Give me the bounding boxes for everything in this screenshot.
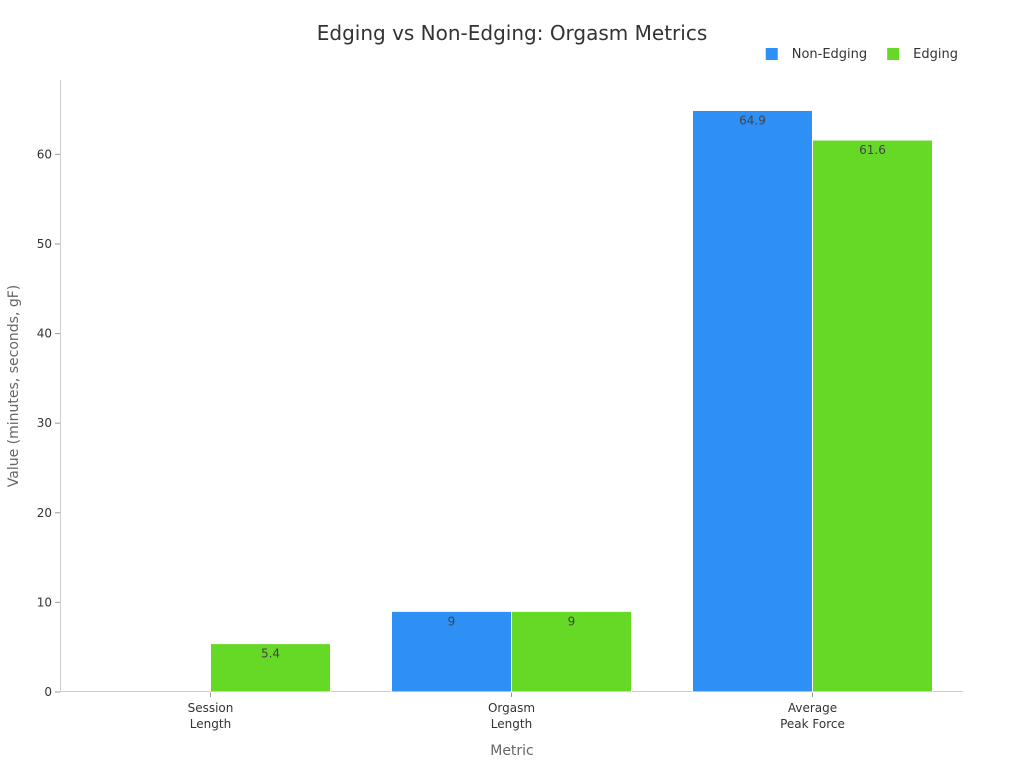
legend-swatch (765, 48, 778, 60)
data-label: 61.6 (859, 143, 886, 157)
y-tick-label: 40 (37, 327, 52, 341)
data-label: 5.4 (261, 647, 280, 661)
y-tick-label: 20 (37, 506, 52, 520)
y-axis-title: Value (minutes, seconds, gF) (6, 285, 22, 487)
y-tick-label: 50 (37, 237, 52, 251)
chart-title: Edging vs Non-Edging: Orgasm Metrics (317, 21, 708, 45)
y-tick-label: 30 (37, 416, 52, 430)
legend: Non-Edging Edging (765, 47, 958, 62)
bar-edging (210, 643, 331, 693)
bar-non-edging (391, 610, 512, 693)
data-label: 64.9 (739, 113, 766, 127)
bars (210, 109, 933, 693)
legend-label: Non-Edging (792, 47, 867, 62)
bar-edging (812, 139, 933, 693)
x-tick-label: Session Length (188, 701, 234, 731)
legend-item: Edging (887, 47, 958, 62)
legend-item: Non-Edging (765, 47, 867, 62)
x-axis-ticks: Session Length Orgasm Length Average Peak For… (188, 692, 845, 731)
y-axis-ticks: 0 10 20 30 40 50 60 (37, 147, 60, 699)
legend-swatch (887, 48, 900, 60)
data-labels: 5.4 9 9 64.9 61.6 (261, 113, 886, 660)
y-tick-label: 10 (37, 595, 52, 609)
bar-non-edging (692, 109, 813, 693)
x-tick-label: Average Peak Force (780, 701, 845, 731)
x-axis-title: Metric (490, 743, 534, 759)
y-tick-label: 60 (37, 147, 52, 161)
x-tick-label: Orgasm Length (488, 701, 535, 731)
legend-label: Edging (913, 47, 958, 62)
bar-edging (511, 610, 632, 693)
data-label: 9 (568, 614, 576, 628)
data-label: 9 (448, 614, 456, 628)
y-tick-label: 0 (44, 685, 52, 699)
